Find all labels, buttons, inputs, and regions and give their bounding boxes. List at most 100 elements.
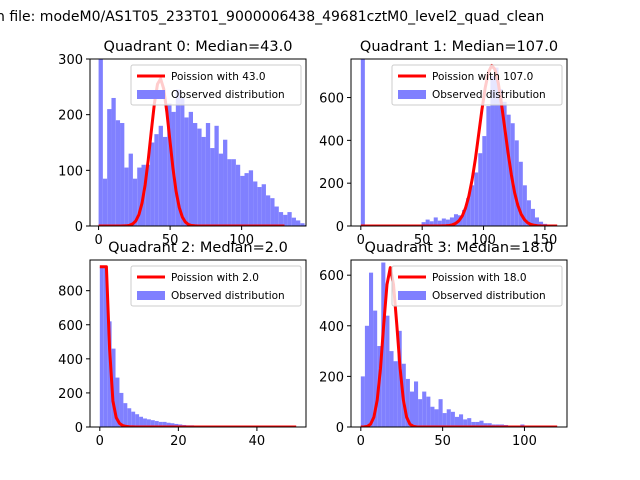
histogram-bar xyxy=(227,159,232,226)
histogram-bar xyxy=(154,421,159,427)
legend-bar-swatch xyxy=(398,90,426,99)
legend-box xyxy=(391,64,563,106)
histogram-bar xyxy=(364,325,369,427)
x-tick-label: 100 xyxy=(229,233,254,248)
y-tick-label: 100 xyxy=(58,164,83,179)
y-tick-label: 0 xyxy=(75,220,83,235)
y-tick-label: 0 xyxy=(336,220,344,235)
chart-panel-1: 0 50 100 150 0 200 400 600 Quadrant 1: Median=10… xyxy=(319,39,568,248)
histogram-bar xyxy=(192,123,198,226)
y-tick-label: 200 xyxy=(319,370,344,385)
y-tick-label: 200 xyxy=(319,177,344,192)
legend-box xyxy=(391,265,563,307)
axes-frame xyxy=(89,58,307,227)
x-tick-label: 0 xyxy=(94,233,102,248)
histogram-bar xyxy=(486,106,491,226)
legend-label-observed: Observed distribution xyxy=(171,290,285,302)
histogram-bar xyxy=(124,167,129,226)
histogram-bar xyxy=(99,266,104,427)
histogram-bar xyxy=(214,125,219,226)
axes-frame xyxy=(350,259,568,428)
histogram-bar xyxy=(180,97,185,226)
histogram-bar xyxy=(409,391,414,427)
x-tick-label: 100 xyxy=(512,434,537,449)
histogram-bar xyxy=(291,217,296,226)
histogram-bar xyxy=(248,170,254,226)
legend-label-poisson: Poission with 2.0 xyxy=(171,272,259,284)
histogram-bar xyxy=(210,148,215,226)
histogram-bar xyxy=(143,418,147,427)
histogram-bar xyxy=(205,123,211,226)
histogram-bar xyxy=(430,406,435,427)
histogram-bar xyxy=(295,220,301,226)
histogram-bar xyxy=(201,136,206,226)
legend-label-observed: Observed distribution xyxy=(171,89,285,101)
histogram-bar xyxy=(483,423,488,427)
histogram-bar xyxy=(131,411,136,427)
histogram-bar xyxy=(434,409,439,427)
histogram-bar xyxy=(240,175,245,226)
figure-title: n file: modeM0/AS1T05_233T01_9000006438_… xyxy=(0,9,640,31)
histogram-bar xyxy=(373,310,378,427)
histogram-bar xyxy=(135,414,140,427)
histogram-bar xyxy=(360,376,365,427)
y-tick-label: 800 xyxy=(58,285,83,300)
poisson-curve xyxy=(360,64,558,226)
histogram-bar xyxy=(482,136,487,226)
histogram-bar xyxy=(470,185,475,226)
plot-area xyxy=(98,59,306,226)
y-tick-label: 200 xyxy=(58,109,83,124)
histogram-bar xyxy=(107,321,112,427)
x-tick-label: 20 xyxy=(170,434,187,449)
histogram-bar xyxy=(162,136,168,226)
histogram-bar xyxy=(137,167,142,226)
panel-title: Quadrant 0: Median=43.0 xyxy=(104,39,293,55)
histogram-bar xyxy=(467,418,472,427)
histogram-bar xyxy=(425,219,430,226)
histogram-bar xyxy=(518,161,523,226)
legend: Poission with 43.0 Observed distribution xyxy=(130,64,302,106)
histogram-bar xyxy=(119,392,124,427)
legend-label-observed: Observed distribution xyxy=(432,290,546,302)
histogram-bar xyxy=(150,420,155,427)
histogram-bar xyxy=(479,420,484,427)
legend-box xyxy=(130,265,302,307)
histogram-bar xyxy=(534,217,540,226)
legend-label-poisson: Poission with 107.0 xyxy=(432,71,533,83)
x-tick-label: 0 xyxy=(96,434,104,449)
legend-box xyxy=(130,64,302,106)
y-tick-label: 0 xyxy=(336,421,344,436)
y-tick-label: 400 xyxy=(319,134,344,149)
legend: Poission with 107.0 Observed distribution xyxy=(391,64,563,106)
histogram-bar xyxy=(103,266,108,427)
histogram-bar xyxy=(453,214,459,226)
histogram-bar xyxy=(393,361,398,427)
histogram-bar xyxy=(154,134,159,226)
histogram-bar xyxy=(283,214,288,226)
y-tick-label: 200 xyxy=(58,387,83,402)
histogram-bar xyxy=(502,101,507,226)
histogram-bar xyxy=(360,59,365,226)
histogram-bar xyxy=(526,200,531,226)
histogram-bar xyxy=(405,378,410,427)
histogram-bar xyxy=(175,89,181,226)
histogram-bar xyxy=(522,185,527,226)
histogram-bar xyxy=(498,88,503,226)
histogram-bar xyxy=(414,381,419,427)
y-tick-label: 300 xyxy=(58,53,83,68)
histogram-bar xyxy=(162,421,167,427)
histogram-bar xyxy=(454,416,459,427)
y-tick-label: 400 xyxy=(319,320,344,335)
histogram-bar xyxy=(441,218,446,226)
histogram-bar xyxy=(167,103,172,226)
histogram-bar xyxy=(494,67,499,226)
histogram-bar xyxy=(115,120,121,226)
figure-title-text: n file: modeM0/AS1T05_233T01_9000006438_… xyxy=(0,9,545,25)
histogram-bar xyxy=(265,195,271,226)
histogram-bar xyxy=(287,212,292,226)
chart-panel-0: 0 50 100 0 100 200 300 Quadrant 0: Median=43.0 P… xyxy=(58,39,307,248)
histogram-bar xyxy=(218,153,224,226)
x-tick-label: 40 xyxy=(249,434,266,449)
